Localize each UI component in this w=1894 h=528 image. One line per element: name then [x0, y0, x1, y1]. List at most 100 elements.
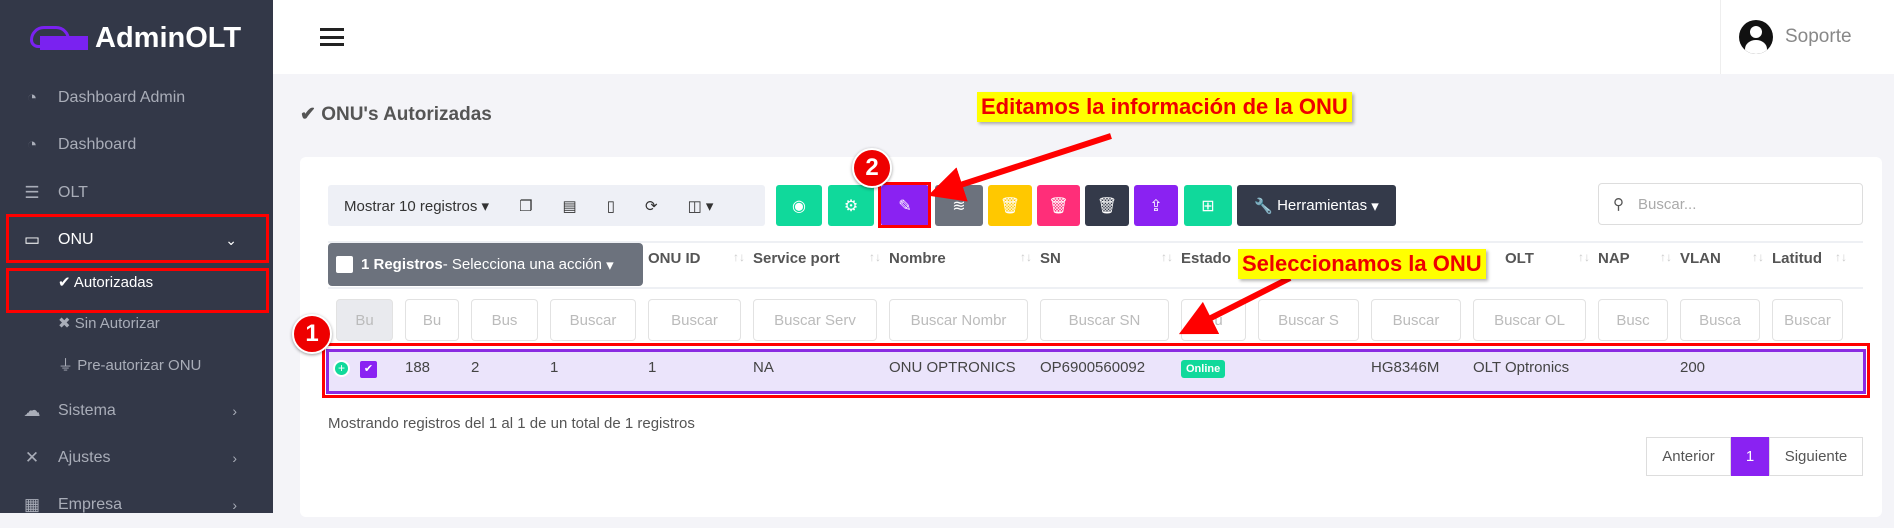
sidebar-item-label: Dashboard Admin	[58, 89, 186, 106]
file-icon[interactable]: ▯	[606, 197, 615, 215]
page-1-button[interactable]: 1	[1731, 437, 1769, 476]
column-filter-input[interactable]: Buscar Serv	[753, 299, 877, 341]
sort-icon[interactable]: ↑↓	[1020, 250, 1032, 264]
sidebar-item-label: Dashboard	[58, 136, 137, 153]
sidebar-item-label: Sistema	[58, 402, 116, 419]
sort-icon[interactable]: ↑↓	[733, 250, 745, 264]
table-cell: OP6900560092	[1040, 359, 1146, 376]
row-checkbox[interactable]: ✔	[360, 361, 377, 378]
column-filter-input[interactable]: Buscar SN	[1040, 299, 1169, 341]
tachometer-icon: ◔	[26, 135, 38, 154]
column-filter-input[interactable]: Bu	[336, 299, 393, 341]
copy-icon[interactable]: ❐	[519, 197, 533, 215]
column-header[interactable]: VLAN ↑↓	[1680, 250, 1764, 267]
column-filter-input[interactable]: Buscar S	[1258, 299, 1359, 341]
sidebar-item-dashboard-admin[interactable]: ◔ Dashboard Admin	[0, 75, 273, 121]
tools-icon: ✕	[24, 448, 40, 467]
divider	[328, 241, 1863, 243]
refresh-icon[interactable]: ⟳	[644, 197, 658, 215]
sidebar-subitem-1[interactable]: ✖ Sin Autorizar	[58, 315, 160, 332]
building-icon: ▦	[23, 495, 41, 514]
edit-button[interactable]: ✎	[881, 185, 929, 226]
column-filter-input[interactable]: Buscar	[550, 299, 636, 341]
page-length-select[interactable]: Mostrar 10 registros ▾	[344, 197, 490, 215]
next-page-button[interactable]: Siguiente	[1769, 437, 1863, 476]
column-header[interactable]: SN ↑↓	[1040, 250, 1173, 267]
highlight-onu-menu	[6, 214, 269, 263]
app-logo: AdminOLT	[95, 22, 242, 54]
bulk-action-select[interactable]: 1 Registros - Selecciona una acción ▾	[328, 243, 643, 286]
table-cell: OLT Optronics	[1473, 359, 1570, 376]
sidebar-item-sistema[interactable]: ☁ Sistema ›	[0, 388, 273, 434]
sidebar-item-empresa[interactable]: ▦ Empresa ›	[0, 482, 273, 528]
step-badge-2: 2	[852, 148, 892, 188]
column-header[interactable]: NAP ↑↓	[1598, 250, 1672, 267]
sidebar-item-dashboard[interactable]: ◔ Dashboard	[0, 122, 273, 168]
expand-row-icon[interactable]: +	[333, 360, 350, 377]
eye-icon: ◉	[792, 197, 806, 215]
column-filter-input[interactable]: Bu	[405, 299, 459, 341]
cogs-button[interactable]: ⚙	[828, 185, 874, 226]
excel-icon[interactable]: ▤	[562, 197, 577, 215]
sort-icon[interactable]: ↑↓	[1660, 250, 1672, 264]
divider	[328, 287, 1863, 289]
cogs-icon: ⚙	[843, 197, 859, 215]
top-header: Soporte	[273, 0, 1894, 74]
highlight-autorizadas	[6, 268, 269, 313]
check-icon: ✔	[58, 274, 71, 291]
tools-dropdown[interactable]: 🔧 Herramientas ▾	[1237, 185, 1396, 226]
column-header[interactable]: Latitud ↑↓	[1772, 250, 1847, 267]
column-header[interactable]: Service port ↑↓	[753, 250, 881, 267]
column-filter-input[interactable]: Buscar	[1371, 299, 1461, 341]
column-filter-input[interactable]: Buscar	[648, 299, 741, 341]
column-filter-input[interactable]: Busca	[1680, 299, 1760, 341]
menu-toggle-icon[interactable]	[320, 28, 344, 46]
wifi-button[interactable]: ≋	[935, 185, 983, 226]
eye-button[interactable]: ◉	[776, 185, 822, 226]
upload-button[interactable]: ⇪	[1134, 185, 1178, 226]
page-title: ✔ ONU's Autorizadas	[300, 104, 492, 125]
trash-button[interactable]: 🗑	[1085, 185, 1129, 226]
column-filter-input[interactable]: Buscar Nombr	[889, 299, 1028, 341]
column-filter-input[interactable]: Bu	[1181, 299, 1246, 341]
column-filter-input[interactable]: Buscar OL	[1473, 299, 1586, 341]
column-filter-input[interactable]: Busc	[1598, 299, 1668, 341]
sidebar-subitem-2[interactable]: ⏚ Pre-autorizar ONU	[58, 357, 202, 374]
column-header[interactable]: OLT ↑↓	[1505, 250, 1590, 267]
search-input[interactable]: ⚲ Buscar...	[1598, 183, 1863, 225]
logo-icon	[30, 26, 88, 52]
sidebar-item-ajustes[interactable]: ✕ Ajustes ›	[0, 435, 273, 481]
sidebar-subitem-0[interactable]: ✔ Autorizadas	[58, 274, 154, 291]
column-filter-input[interactable]: Bus	[471, 299, 538, 341]
sort-icon[interactable]: ↑↓	[1752, 250, 1764, 264]
chevron-icon: ›	[232, 403, 237, 419]
column-header[interactable]: Nombre ↑↓	[889, 250, 1032, 267]
table-cell: HG8346M	[1371, 359, 1440, 376]
network-button[interactable]: ⊞	[1184, 185, 1232, 226]
select-all-checkbox[interactable]	[336, 256, 353, 273]
columns-icon[interactable]: ◫ ▾	[687, 197, 714, 215]
sidebar-item-olt[interactable]: ☰ OLT	[0, 170, 273, 216]
column-header[interactable]: Estado	[1181, 250, 1232, 267]
trash-icon: 🗑	[1048, 197, 1069, 215]
table-info: Mostrando registros del 1 al 1 de un tot…	[328, 415, 695, 432]
user-menu[interactable]: Soporte	[1720, 0, 1894, 74]
column-header[interactable]: ONU ID ↑↓	[648, 250, 745, 267]
table-row[interactable]	[326, 349, 1866, 394]
trash-icon: 🗑	[1096, 197, 1118, 215]
sort-icon[interactable]: ↑↓	[1835, 250, 1847, 264]
trash-icon: 🗑	[999, 197, 1021, 215]
trash-button[interactable]: 🗑	[1037, 185, 1080, 226]
server-icon: ☰	[24, 183, 40, 202]
sort-icon[interactable]: ↑↓	[869, 250, 881, 264]
trash-button[interactable]: 🗑	[988, 185, 1032, 226]
table-cell: Online	[1181, 359, 1226, 378]
avatar	[1739, 20, 1773, 54]
prev-page-button[interactable]: Anterior	[1646, 437, 1731, 476]
chevron-icon: ›	[232, 497, 237, 513]
sort-icon[interactable]: ↑↓	[1161, 250, 1173, 264]
sidebar-item-onu[interactable]: ▭ ONU ⌄	[0, 217, 273, 263]
column-filter-input[interactable]: Buscar	[1772, 299, 1843, 341]
edit-icon: ✎	[898, 197, 912, 215]
sort-icon[interactable]: ↑↓	[1578, 250, 1590, 264]
